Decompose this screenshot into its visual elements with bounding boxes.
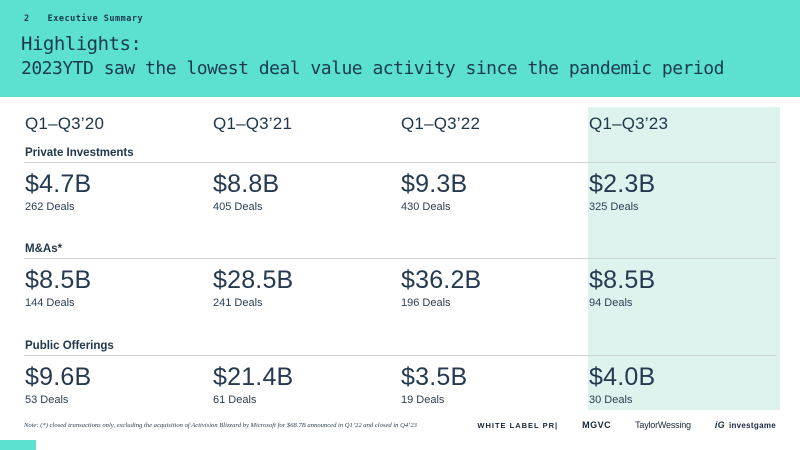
white-label-pr-logo: WHITE LABEL PR| <box>477 420 559 430</box>
deal-value: $21.4B <box>213 363 294 391</box>
column-header-row: Q1–Q3’20 Q1–Q3’21 Q1–Q3’22 Q1–Q3’23 <box>24 97 776 138</box>
deal-value: $9.6B <box>25 363 92 391</box>
breadcrumb: 2 Executive Summary <box>24 14 143 24</box>
table-cell: $8.5B 94 Deals <box>588 265 776 310</box>
deal-value: $36.2B <box>401 266 482 294</box>
deal-value: $3.5B <box>401 363 468 391</box>
slide-title: Highlights: <box>21 33 142 55</box>
investgame-mark-icon: iG <box>714 420 725 430</box>
slide-subtitle: 2023YTD saw the lowest deal value activi… <box>21 58 724 79</box>
deal-count: 405 Deals <box>213 201 263 213</box>
table-cell: $36.2B 196 Deals <box>400 265 588 310</box>
table-cell: $8.8B 405 Deals <box>212 169 400 214</box>
deal-count: 94 Deals <box>589 297 633 309</box>
deal-value: $8.5B <box>25 266 92 294</box>
table-cell: $28.5B 241 Deals <box>212 265 400 310</box>
divider <box>24 162 776 163</box>
header-band: 2 Executive Summary Highlights: 2023YTD s… <box>0 0 800 97</box>
deal-count: 196 Deals <box>401 297 451 309</box>
column-header-q1q322: Q1–Q3’22 <box>401 114 481 133</box>
table-cell: $3.5B 19 Deals <box>400 362 588 407</box>
footnote: Note: (*) closed transactions only, excl… <box>24 422 417 429</box>
page-number: 2 <box>24 14 30 24</box>
column-header-q1q320: Q1–Q3’20 <box>25 114 105 133</box>
deal-value: $2.3B <box>589 170 656 198</box>
deal-value: $4.7B <box>25 170 92 198</box>
deal-count: 30 Deals <box>589 394 633 406</box>
deal-count: 61 Deals <box>213 394 257 406</box>
section-label-private-investments: Private Investments <box>25 147 134 159</box>
partner-logos: WHITE LABEL PR| MGVC TaylorWessing iG inv… <box>477 418 776 432</box>
deal-value: $9.3B <box>401 170 468 198</box>
table-cell: $2.3B 325 Deals <box>588 169 776 214</box>
table-cell: $21.4B 61 Deals <box>212 362 400 407</box>
column-header-q1q323: Q1–Q3’23 <box>589 114 669 133</box>
section-label: Executive Summary <box>47 14 144 24</box>
deal-count: 325 Deals <box>589 201 639 213</box>
divider <box>24 355 776 356</box>
table-cell: $9.3B 430 Deals <box>400 169 588 214</box>
investgame-logo: iG investgame <box>715 420 776 430</box>
deal-count: 241 Deals <box>213 297 263 309</box>
deal-count: 19 Deals <box>401 394 445 406</box>
table-cell: $4.0B 30 Deals <box>588 362 776 407</box>
deal-count: 262 Deals <box>25 201 75 213</box>
deal-count: 53 Deals <box>25 394 69 406</box>
section-label-mas: M&As* <box>25 243 63 255</box>
column-header-q1q321: Q1–Q3’21 <box>213 114 293 133</box>
section-row-public-offerings: $9.6B 53 Deals $21.4B 61 Deals $3.5B 19 … <box>24 362 776 407</box>
deal-count: 430 Deals <box>401 201 451 213</box>
section-label-public-offerings: Public Offerings <box>25 340 114 352</box>
taylor-wessing-logo: TaylorWessing <box>635 420 691 430</box>
divider <box>24 258 776 259</box>
investgame-wordmark: investgame <box>728 421 776 430</box>
corner-accent-tab <box>0 440 36 450</box>
section-row-mas: $8.5B 144 Deals $28.5B 241 Deals $36.2B … <box>24 265 776 310</box>
section-row-private-investments: $4.7B 262 Deals $8.8B 405 Deals $9.3B 43… <box>24 169 776 214</box>
table-cell: $8.5B 144 Deals <box>24 265 212 310</box>
deals-table: Q1–Q3’20 Q1–Q3’21 Q1–Q3’22 Q1–Q3’23 Priv… <box>24 97 776 407</box>
deal-count: 144 Deals <box>25 297 75 309</box>
deal-value: $28.5B <box>213 266 294 294</box>
table-cell: $9.6B 53 Deals <box>24 362 212 407</box>
mgvc-logo: MGVC <box>582 420 612 430</box>
deal-value: $8.5B <box>589 266 656 294</box>
deal-value: $4.0B <box>589 363 656 391</box>
table-cell: $4.7B 262 Deals <box>24 169 212 214</box>
deal-value: $8.8B <box>213 170 280 198</box>
